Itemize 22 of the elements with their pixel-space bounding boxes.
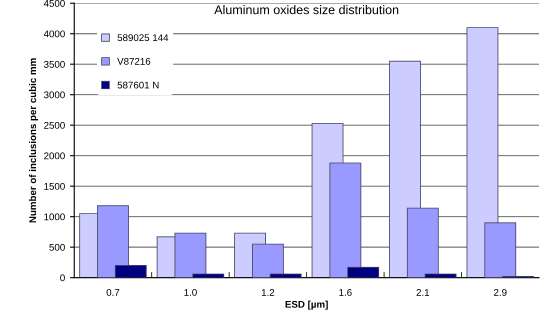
chart-title: Aluminum oxides size distribution (214, 5, 398, 14)
x-tick-label: 1.6 (339, 289, 352, 296)
legend-label: 589025 144 (118, 34, 168, 42)
y-tick-label: 2000 (44, 152, 65, 160)
y-tick-label: 3500 (44, 60, 65, 68)
y-tick-label: 500 (49, 244, 65, 251)
y-tick-label: 4500 (44, 0, 65, 7)
y-tick-label: 2500 (44, 122, 65, 129)
y-tick-label: 3000 (44, 91, 65, 98)
y-tick-label: 1000 (44, 213, 65, 220)
x-tick-label: 1.0 (184, 289, 197, 296)
x-axis-title: ESD [µm] (286, 300, 328, 310)
x-tick-label: 2.9 (494, 289, 507, 296)
y-tick-label: 0 (60, 274, 65, 282)
y-tick-label: 4000 (44, 30, 65, 38)
x-tick-label: 0.7 (106, 289, 120, 296)
y-axis-title: Number of inclusions per cubic mm (28, 58, 38, 222)
legend-label: V87216 (117, 58, 150, 65)
x-tick-label: 2.1 (416, 289, 430, 296)
y-tick-label: 1500 (44, 182, 65, 190)
x-tick-label: 1.2 (262, 289, 274, 296)
legend-label: 587601 N (118, 82, 159, 89)
